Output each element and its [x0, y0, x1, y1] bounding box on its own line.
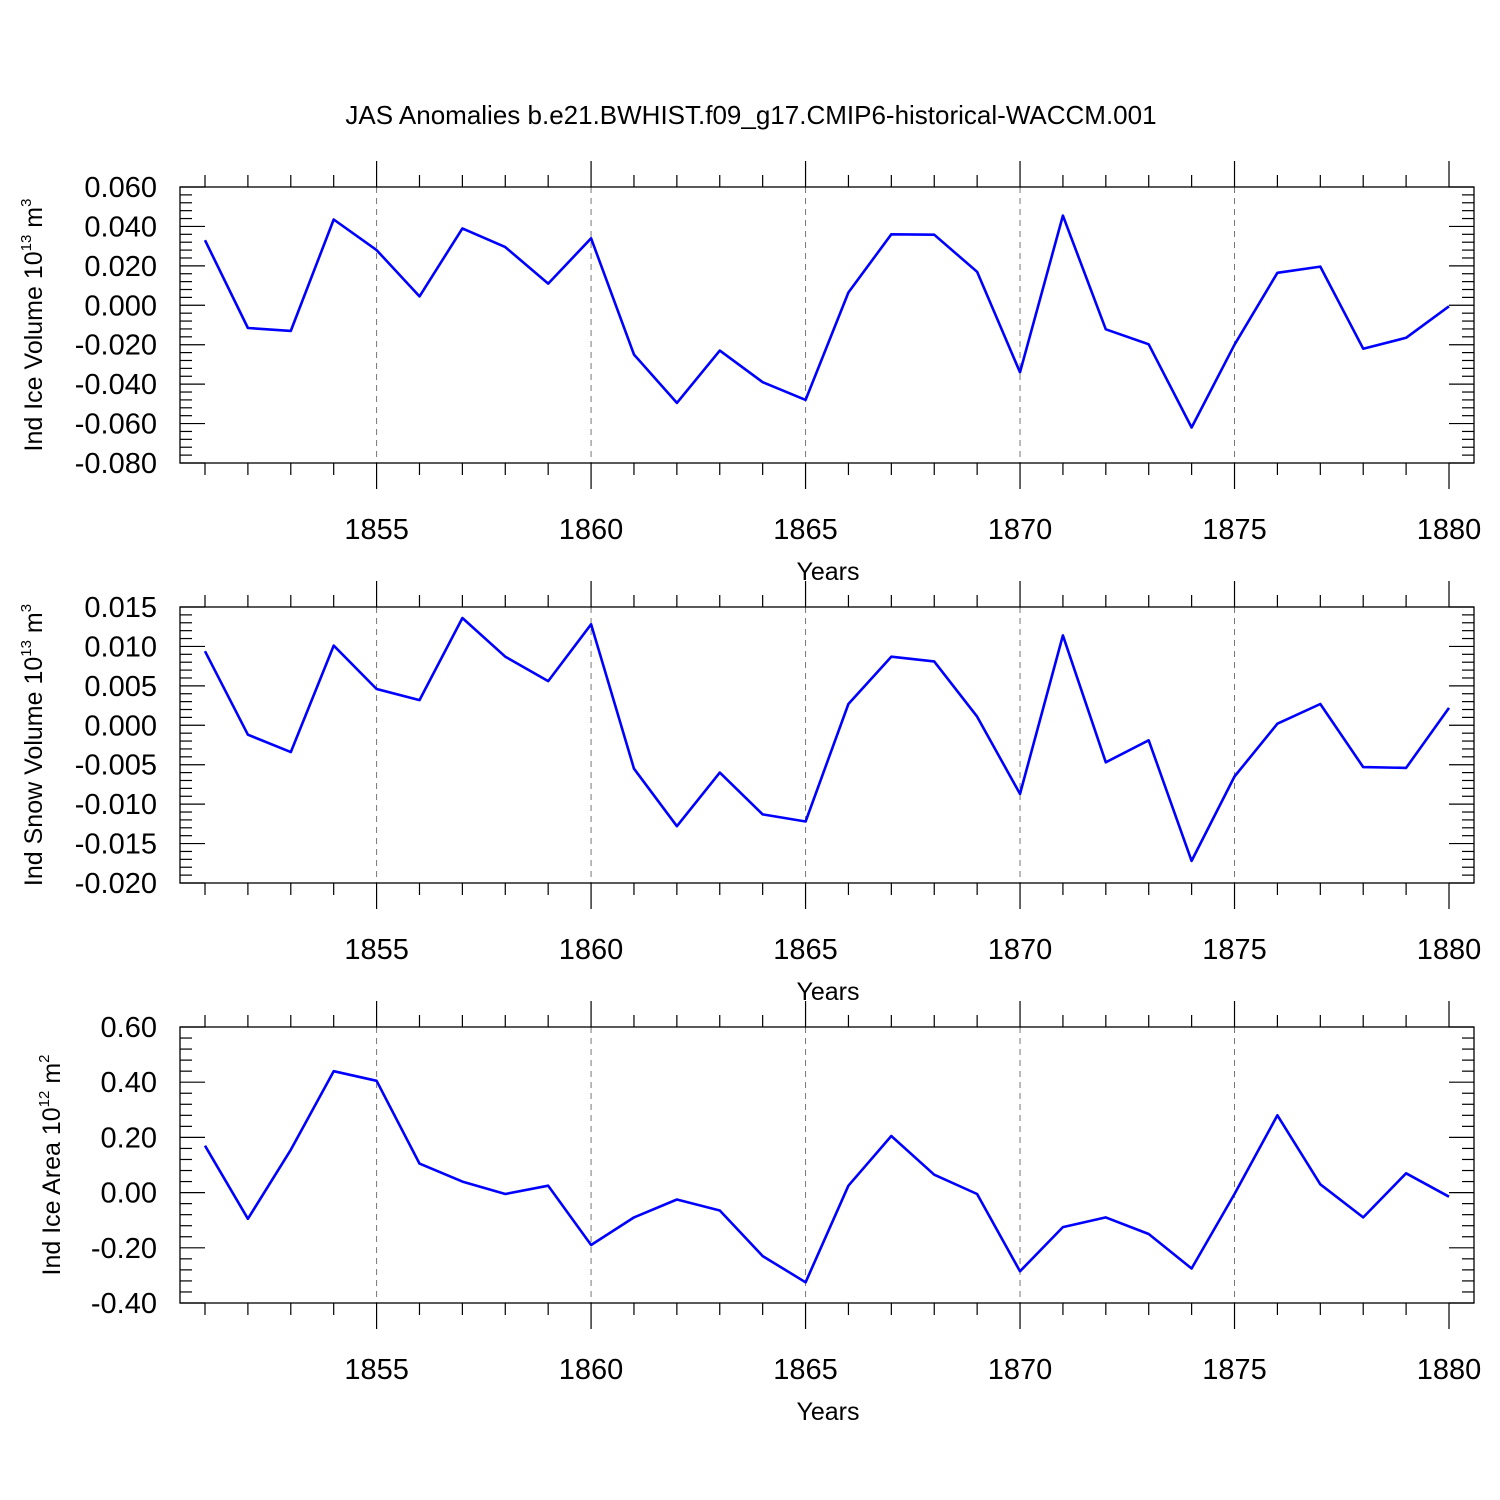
plot-frame — [179, 186, 1475, 464]
y-label-exponent: 13 — [18, 235, 35, 252]
y-label-text: Ind Snow Volume 10 — [20, 657, 48, 886]
y-axis-label: Ind Ice Area 1012 m2 — [36, 1055, 66, 1276]
snow-volume-panel: 1855 1860 1865 1870 1875 1880 0.015 0.010 0.005 0… — [18, 581, 1481, 1006]
y-tick-label: 0.015 — [84, 592, 157, 624]
x-axis-label: Years — [796, 1398, 859, 1426]
y-tick-label: -0.020 — [75, 868, 157, 900]
y-tick-label: -0.010 — [75, 789, 157, 821]
series-line — [203, 214, 1450, 429]
x-tick-label: 1865 — [773, 1354, 838, 1386]
y-tick-label: 0.040 — [84, 211, 157, 243]
x-tick-label: 1880 — [1417, 1354, 1482, 1386]
plot-frame — [179, 606, 1475, 884]
y-label-text: Ind Ice Volume 10 — [20, 251, 48, 451]
ice-area-panel: 1855 1860 1865 1870 1875 1880 0.60 0.40 0.20 0.00… — [36, 1001, 1481, 1426]
y-tick-label: 0.005 — [84, 671, 157, 703]
x-axis-label: Years — [796, 558, 859, 586]
x-tick-label: 1875 — [1202, 1354, 1267, 1386]
plot-frame — [179, 1026, 1475, 1304]
x-tick-label: 1870 — [988, 934, 1053, 966]
x-tick-label: 1875 — [1202, 934, 1267, 966]
y-label-unit-exponent: 2 — [36, 1055, 53, 1063]
y-label-exponent: 13 — [18, 640, 35, 657]
y-tick-label: 0.000 — [84, 710, 157, 742]
x-tick-label: 1870 — [988, 514, 1053, 546]
y-tick-label: 0.060 — [84, 172, 157, 204]
y-label-unit: m — [20, 207, 48, 235]
y-label-unit-exponent: 3 — [18, 604, 35, 612]
y-tick-label: 0.40 — [101, 1067, 157, 1099]
y-label-unit: m — [38, 1063, 66, 1091]
y-tick-label: 0.000 — [84, 290, 157, 322]
x-tick-label: 1880 — [1417, 514, 1482, 546]
x-tick-label: 1855 — [344, 934, 409, 966]
y-tick-label: -0.005 — [75, 750, 157, 782]
y-tick-label: -0.060 — [75, 409, 157, 441]
y-tick-label: -0.015 — [75, 829, 157, 861]
ice-volume-panel: 1855 1860 1865 1870 1875 1880 0.060 0.040 0.020 0… — [18, 161, 1481, 586]
y-label-unit: m — [20, 612, 48, 640]
x-tick-label: 1865 — [773, 514, 838, 546]
y-tick-label: 0.020 — [84, 251, 157, 283]
y-label-text: Ind Ice Area 10 — [38, 1107, 66, 1275]
x-tick-label: 1880 — [1417, 934, 1482, 966]
y-tick-label: -0.080 — [75, 448, 157, 480]
x-axis-label: Years — [796, 978, 859, 1006]
y-tick-label: -0.40 — [91, 1288, 157, 1320]
y-tick-label: 0.60 — [101, 1012, 157, 1044]
y-tick-label: 0.010 — [84, 631, 157, 663]
x-tick-label: 1870 — [988, 1354, 1053, 1386]
y-tick-label: -0.040 — [75, 369, 157, 401]
series-line — [203, 1069, 1450, 1284]
y-axis-label: Ind Snow Volume 1013 m3 — [18, 604, 48, 886]
x-tick-label: 1860 — [559, 514, 624, 546]
y-tick-label: -0.20 — [91, 1233, 157, 1265]
x-tick-label: 1865 — [773, 934, 838, 966]
chart-title: JAS Anomalies b.e21.BWHIST.f09_g17.CMIP6… — [345, 100, 1156, 130]
x-tick-label: 1860 — [559, 1354, 624, 1386]
y-label-exponent: 12 — [36, 1091, 53, 1108]
x-tick-label: 1860 — [559, 934, 624, 966]
y-tick-label: 0.00 — [101, 1178, 157, 1210]
y-axis-label: Ind Ice Volume 1013 m3 — [18, 199, 48, 452]
y-tick-label: 0.20 — [101, 1122, 157, 1154]
y-label-unit-exponent: 3 — [18, 199, 35, 207]
x-tick-label: 1855 — [344, 1354, 409, 1386]
y-tick-label: -0.020 — [75, 330, 157, 362]
x-tick-label: 1855 — [344, 514, 409, 546]
x-tick-label: 1875 — [1202, 514, 1267, 546]
series-line — [203, 616, 1451, 863]
